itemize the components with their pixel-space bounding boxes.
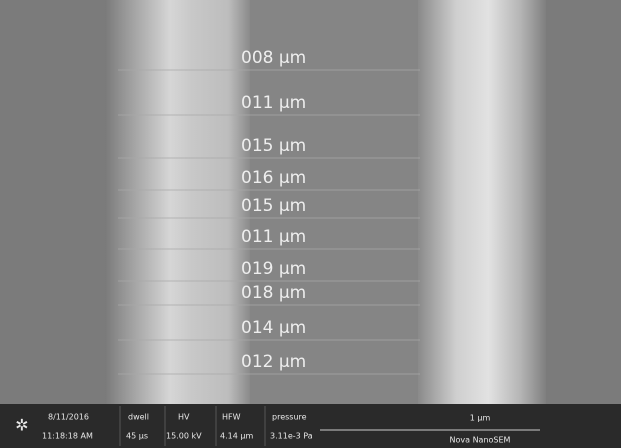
measure-label: 015 µm xyxy=(241,196,306,216)
value: 4.14 µm xyxy=(220,432,253,441)
instrument: Nova NanoSEM xyxy=(450,436,511,445)
value: 15.00 kV xyxy=(166,432,202,441)
label: HV xyxy=(178,413,190,422)
line-feature xyxy=(105,0,250,404)
value: 3.11e-3 Pa xyxy=(270,432,313,441)
value: 45 µs xyxy=(126,432,148,441)
measure-label: 015 µm xyxy=(241,136,306,156)
line-feature xyxy=(418,0,546,404)
scale-label: 1 µm xyxy=(470,414,491,423)
measure-label: 018 µm xyxy=(241,283,306,303)
measure-label: 019 µm xyxy=(241,259,306,279)
measure-label: 008 µm xyxy=(241,48,306,68)
info-bar-bg xyxy=(0,404,621,448)
logo: ✲ xyxy=(15,416,28,435)
measure-label: 016 µm xyxy=(241,168,306,188)
measure-label: 012 µm xyxy=(241,352,306,372)
label: dwell xyxy=(128,413,149,422)
measure-label: 011 µm xyxy=(241,227,306,247)
date: 8/11/2016 xyxy=(48,413,89,422)
label: HFW xyxy=(222,413,241,422)
info-bar: ✲ 8/11/2016 11:18:18 AM dwell 45 µs HV 1… xyxy=(0,404,621,448)
measure-label: 011 µm xyxy=(241,93,306,113)
label: pressure xyxy=(272,413,307,422)
measure-label: 014 µm xyxy=(241,318,306,338)
time: 11:18:18 AM xyxy=(42,432,93,441)
sem-image: 008 µm 011 µm 015 µm 016 µm 015 µm 011 µm 019 … xyxy=(0,0,621,448)
